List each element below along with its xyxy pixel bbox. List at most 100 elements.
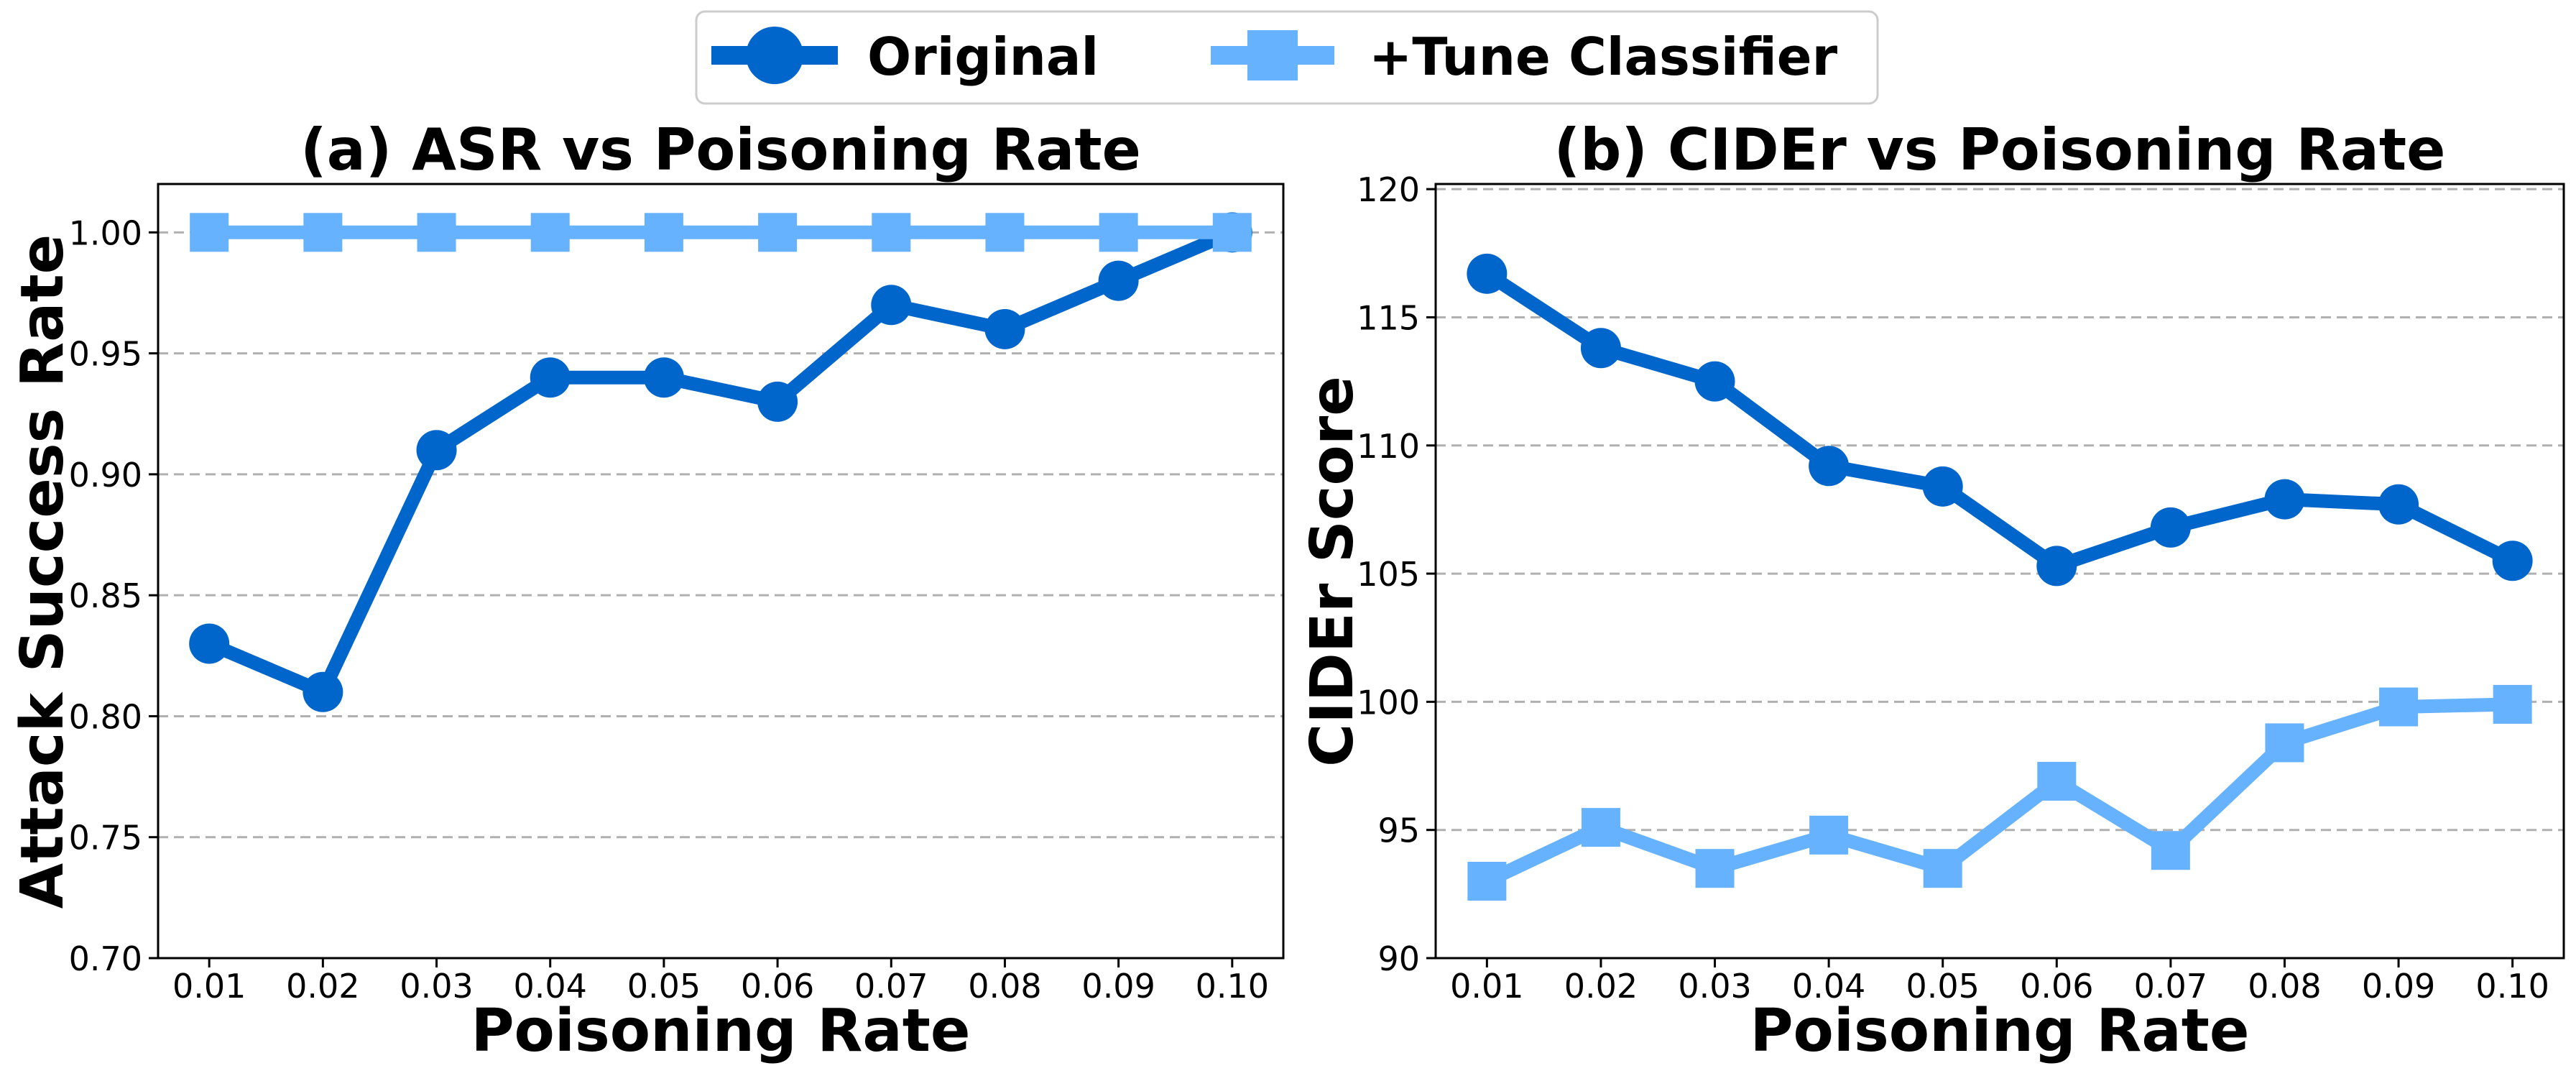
data-point-square <box>1809 815 1849 855</box>
data-point-circle <box>2150 507 2191 548</box>
x-tick-label: 0.03 <box>400 967 473 1006</box>
data-point-circle <box>2264 479 2305 520</box>
data-point-square <box>872 213 911 252</box>
x-tick-label: 0.09 <box>2362 967 2435 1006</box>
series-original <box>189 212 1252 712</box>
x-tick-label: 0.04 <box>1792 967 1865 1006</box>
data-point-square <box>417 213 456 252</box>
legend-marker-square-icon <box>1247 30 1298 81</box>
data-point-square <box>2037 761 2077 801</box>
y-tick-label: 0.90 <box>69 456 142 495</box>
y-axis-label: CIDEr Score <box>1298 376 1367 767</box>
y-tick-label: 110 <box>1357 427 1420 466</box>
plot-background <box>158 184 1283 958</box>
plot-frame <box>1434 183 2565 960</box>
panel-asr: 0.70 0.75 0.80 0.85 0.90 0.95 1.00 0.01 0.02 0.03… <box>9 116 1285 1065</box>
legend-label-tune-classifier: +Tune Classifier <box>1369 27 1838 87</box>
legend-entry-original: Original <box>711 27 1099 87</box>
data-point-circle <box>643 357 684 398</box>
legend-entry-tune-classifier: +Tune Classifier <box>1211 27 1838 87</box>
data-point-circle <box>871 285 912 326</box>
data-point-circle <box>984 308 1025 349</box>
y-tick-label: 105 <box>1357 555 1420 594</box>
x-tick-label: 0.06 <box>2020 967 2093 1006</box>
data-point-circle <box>2378 484 2419 525</box>
x-tick-label: 0.03 <box>1678 967 1751 1006</box>
data-point-square <box>530 213 570 252</box>
data-point-circle <box>189 623 230 664</box>
data-point-square <box>1099 213 1138 252</box>
x-axis: 0.01 0.02 0.03 0.04 0.05 0.06 0.07 0.08 0.09 0.10 <box>1450 958 2549 1006</box>
data-point-square <box>2493 684 2532 724</box>
data-point-circle <box>1467 253 1508 294</box>
y-tick-label: 115 <box>1357 298 1420 337</box>
data-point-square <box>303 213 343 252</box>
y-axis: 0.70 0.75 0.80 0.85 0.90 0.95 1.00 <box>69 213 158 978</box>
x-tick-label: 0.02 <box>286 967 359 1006</box>
data-point-circle <box>530 357 571 398</box>
series-tune-classifier <box>1467 684 2532 901</box>
x-tick-label: 0.05 <box>1906 967 1979 1006</box>
y-axis-label: Attack Success Rate <box>9 234 77 909</box>
y-tick-label: 0.80 <box>69 697 142 736</box>
data-point-square <box>1581 808 1620 847</box>
series-line <box>202 225 1239 699</box>
data-point-circle <box>1922 466 1963 507</box>
y-tick-label: 100 <box>1357 683 1420 722</box>
y-tick-label: 0.75 <box>69 819 142 857</box>
data-point-circle <box>1580 328 1621 369</box>
data-point-square <box>1467 862 1507 901</box>
y-tick-label: 0.85 <box>69 576 142 615</box>
x-tick-label: 0.07 <box>2134 967 2207 1006</box>
series-original <box>1467 253 2533 587</box>
data-point-square <box>644 213 683 252</box>
x-tick-label: 0.06 <box>741 967 814 1006</box>
data-point-circle <box>1098 260 1139 301</box>
chart-title: (b) CIDEr vs Poisoning Rate <box>1554 116 2446 183</box>
data-point-circle <box>2036 546 2077 587</box>
y-tick-label: 120 <box>1357 170 1420 209</box>
data-point-circle <box>757 381 798 422</box>
legend-marker-circle-icon <box>746 27 803 84</box>
data-point-circle <box>1809 446 1850 487</box>
data-point-square <box>758 213 798 252</box>
data-point-square <box>985 213 1025 252</box>
x-axis: 0.01 0.02 0.03 0.04 0.05 0.06 0.07 0.08 0.09 0.10 <box>172 958 1269 1006</box>
legend: Original +Tune Classifier <box>695 10 1879 105</box>
x-axis-label: Poisoning Rate <box>1750 997 2249 1065</box>
y-tick-label: 1.00 <box>69 213 142 252</box>
x-tick-label: 0.08 <box>968 967 1041 1006</box>
y-axis: 90 95 100 105 110 115 120 <box>1357 170 1436 978</box>
plot-area: 0.70 0.75 0.80 0.85 0.90 0.95 1.00 0.01 0.02 0.03… <box>69 183 1285 1006</box>
data-point-square <box>1212 213 1252 252</box>
data-point-circle <box>416 430 457 471</box>
series-tune-classifier <box>190 213 1252 252</box>
x-axis-label: Poisoning Rate <box>471 997 970 1065</box>
x-tick-label: 0.10 <box>1196 967 1269 1006</box>
data-point-square <box>2379 687 2419 727</box>
x-tick-label: 0.04 <box>514 967 587 1006</box>
chart-title: (a) ASR vs Poisoning Rate <box>300 116 1141 183</box>
series-line <box>1479 267 2520 573</box>
plot-frame <box>157 183 1285 960</box>
data-point-circle <box>303 671 343 712</box>
data-point-circle <box>1694 361 1735 402</box>
y-tick-label: 95 <box>1377 811 1420 850</box>
x-tick-label: 0.02 <box>1564 967 1638 1006</box>
y-tick-label: 0.70 <box>69 939 142 978</box>
data-point-square <box>2151 831 2190 870</box>
x-tick-label: 0.01 <box>1450 967 1523 1006</box>
x-tick-label: 0.05 <box>627 967 701 1006</box>
y-tick-label: 0.95 <box>69 335 142 374</box>
data-point-square <box>190 213 229 252</box>
data-point-square <box>1923 849 1962 888</box>
series-line <box>1479 697 2520 888</box>
data-point-square <box>2265 723 2304 763</box>
x-tick-label: 0.07 <box>854 967 928 1006</box>
x-tick-label: 0.01 <box>172 967 246 1006</box>
data-point-circle <box>2492 541 2533 581</box>
x-tick-label: 0.09 <box>1081 967 1155 1006</box>
data-point-square <box>1695 849 1735 888</box>
